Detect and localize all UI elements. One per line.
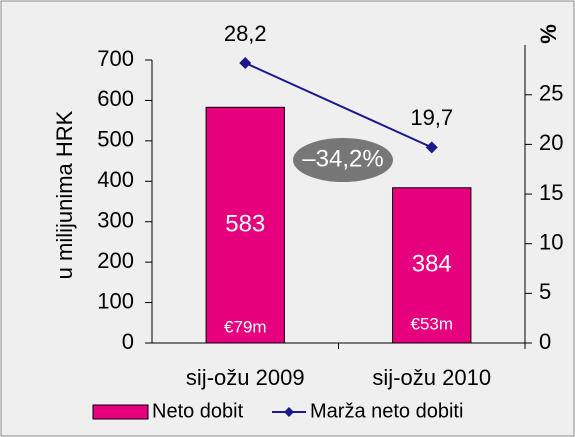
line-value-label: 19,7 (410, 105, 453, 130)
y2-tick-label: 10 (539, 230, 563, 255)
y-axis-label: u milijunima HRK (52, 110, 77, 279)
bar-value-label: 583 (225, 210, 265, 237)
y-tick-label: 700 (97, 46, 134, 71)
annotation: €79m (224, 317, 267, 336)
bar-value-label: 384 (412, 251, 452, 278)
annotation-bubble (293, 138, 393, 182)
y-tick-label: 400 (97, 167, 134, 192)
line-marker (425, 141, 438, 154)
x-tick-label: sij-ožu 2009 (186, 365, 305, 390)
y2-axis-label: % (536, 24, 561, 44)
bar (205, 106, 285, 344)
y-tick-label: 0 (122, 329, 134, 354)
y2-tick-label: 5 (539, 279, 551, 304)
line-marker (239, 56, 252, 69)
line-value-label: 28,2 (224, 21, 267, 46)
line (244, 62, 433, 149)
annotation: €53m (410, 314, 453, 333)
y2-tick-label: 15 (539, 180, 563, 205)
annotation: –34,2% (302, 145, 383, 172)
legend-marker (284, 407, 294, 417)
y-tick-label: 300 (97, 208, 134, 233)
legend-label: Neto dobit (152, 400, 244, 422)
x-tick-label: sij-ožu 2010 (372, 365, 491, 390)
y2-tick-label: 20 (539, 130, 563, 155)
y-tick-label: 500 (97, 127, 134, 152)
y-tick-label: 100 (97, 288, 134, 313)
y2-tick-label: 25 (539, 81, 563, 106)
bar (392, 187, 472, 344)
legend-swatch (92, 404, 149, 420)
y-tick-label: 600 (97, 86, 134, 111)
y2-tick-label: 0 (539, 329, 551, 354)
legend-label: Marža neto dobiti (310, 400, 463, 422)
y-tick-label: 200 (97, 248, 134, 273)
